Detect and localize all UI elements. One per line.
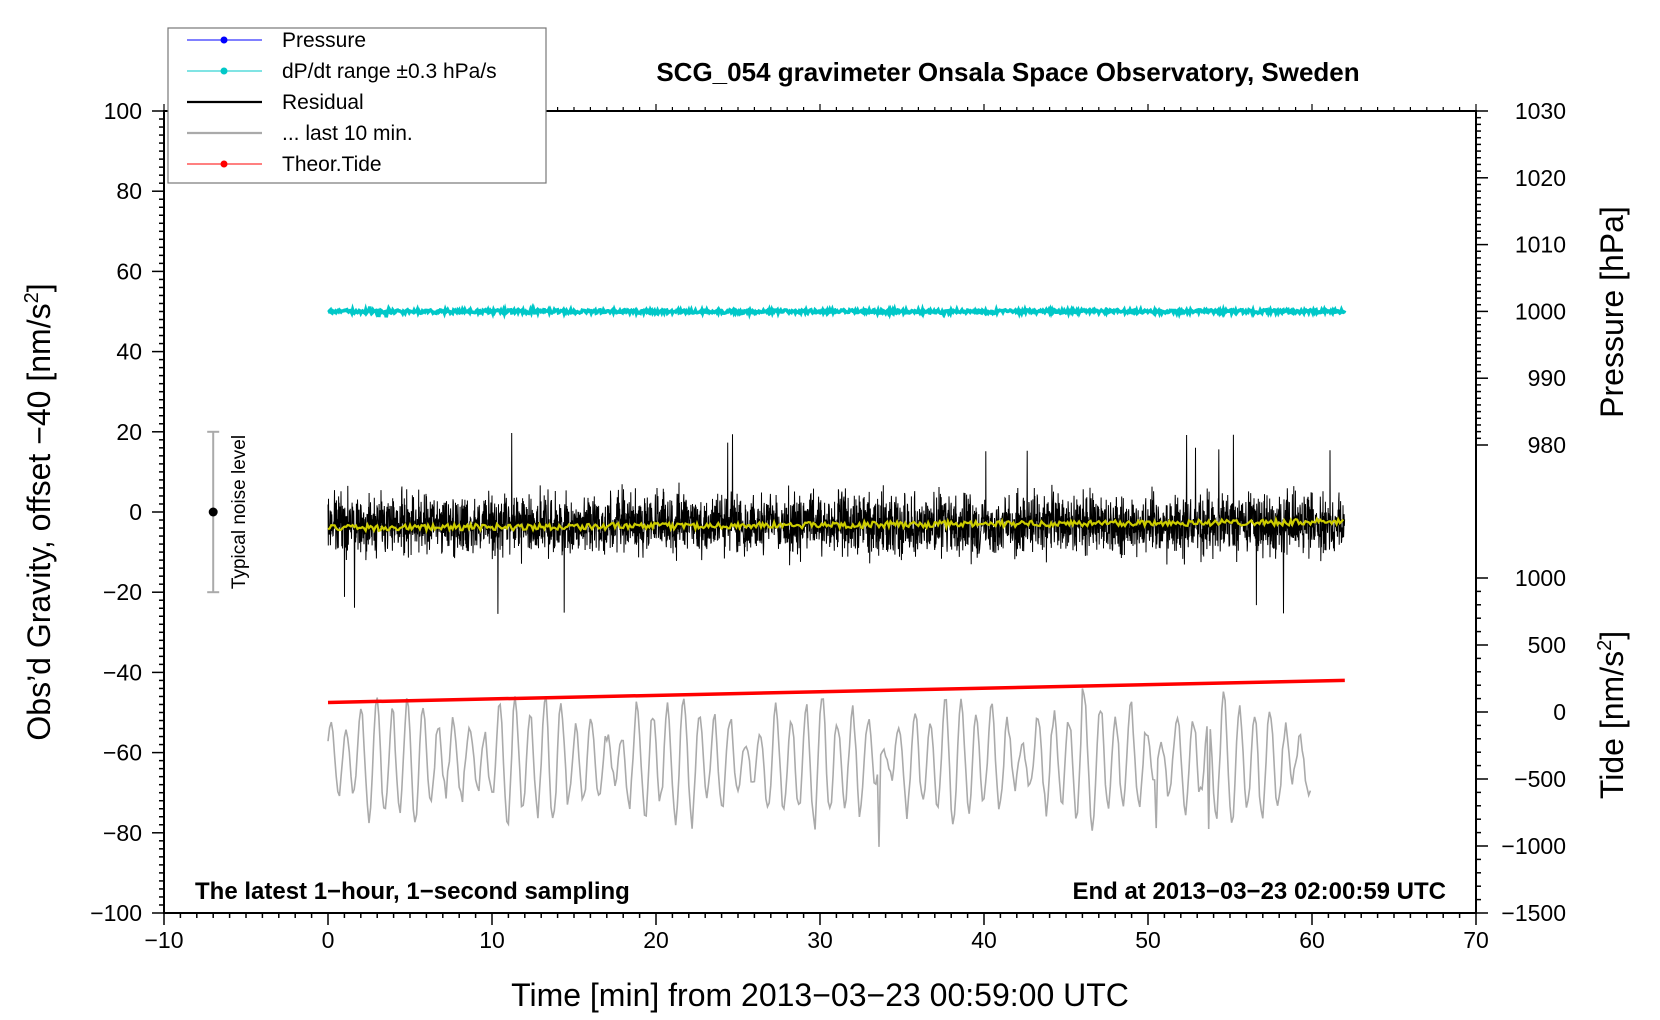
series-last-10-min-line xyxy=(327,688,1312,847)
tide-axis-title-tail: ] xyxy=(1594,631,1630,640)
tide-tick-label: −1000 xyxy=(1501,833,1566,859)
tide-axis-title: Tide [nm/s2] xyxy=(1594,631,1630,799)
noise-level-center-dot xyxy=(208,507,218,517)
y-axis-title-left: Obs’d Gravity, offset −40 [nm/s2] xyxy=(21,283,57,740)
tide-tick-label: −1500 xyxy=(1501,900,1566,926)
y-tick-label: 60 xyxy=(116,258,142,284)
y-tick-label: 0 xyxy=(129,499,142,525)
tide-tick-labels: 1000 500 0 −500 −1000 −1500 xyxy=(1501,565,1566,926)
pressure-axis-title: Pressure [hPa] xyxy=(1594,206,1630,418)
y-tick-label: −80 xyxy=(103,820,142,846)
pressure-tick-labels: 1030 1020 1010 1000 990 980 xyxy=(1515,98,1566,458)
y-tick-label: 80 xyxy=(116,178,142,204)
y-tick-label: −100 xyxy=(90,900,142,926)
legend-label: ... last 10 min. xyxy=(282,122,413,145)
y-axis-title-left-sup: 2 xyxy=(21,292,43,303)
y-axis-title-left-main: Obs’d Gravity, offset −40 [nm/s xyxy=(21,303,57,740)
pressure-tick-label: 1010 xyxy=(1515,232,1566,258)
smoothed-residual-line xyxy=(327,515,1345,535)
legend-label: Pressure xyxy=(282,29,366,52)
legend: Pressure dP/dt range ±0.3 hPa/s Residual..… xyxy=(167,27,547,184)
y-tick-label: 40 xyxy=(116,339,142,365)
y-tick-label: −20 xyxy=(103,579,142,605)
y-tick-label: 20 xyxy=(116,419,142,445)
pressure-tick-label: 980 xyxy=(1528,432,1566,458)
legend-entry: dP/dt range ±0.3 hPa/s xyxy=(187,60,497,83)
series-dpdt-line xyxy=(327,302,1347,320)
noise-level-indicator: Typical noise level xyxy=(207,430,250,594)
tide-tick-label: −500 xyxy=(1514,766,1566,792)
pressure-tick-label: 1000 xyxy=(1515,298,1566,324)
y-tick-label: −40 xyxy=(103,659,142,685)
pressure-tick-label: 990 xyxy=(1528,365,1566,391)
tide-axis-title-main: Tide [nm/s xyxy=(1594,651,1630,799)
x-tick-label: 60 xyxy=(1299,927,1325,953)
x-tick-labels: −10 0 10 20 30 40 50 60 70 xyxy=(144,927,1488,953)
y-tick-labels-left: 100 80 60 40 20 0 −20 −40 −60 −80 −100 xyxy=(90,98,142,926)
noise-level-label: Typical noise level xyxy=(229,435,250,589)
legend-box xyxy=(167,27,547,184)
annotation-sampling: The latest 1−hour, 1−second sampling xyxy=(195,878,630,905)
tide-tick-label: 500 xyxy=(1528,632,1566,658)
x-axis-title: Time [min] from 2013−03−23 00:59:00 UTC xyxy=(511,977,1129,1013)
legend-entry: Pressure xyxy=(187,29,366,52)
tide-axis-title-sup: 2 xyxy=(1594,640,1616,651)
x-tick-label: 30 xyxy=(807,927,833,953)
legend-label: dP/dt range ±0.3 hPa/s xyxy=(282,60,497,83)
pressure-tick-label: 1020 xyxy=(1515,165,1566,191)
y-axis-title-left-tail: ] xyxy=(21,283,57,292)
legend-entry: ... last 10 min. xyxy=(187,122,413,145)
legend-label: Residual xyxy=(282,91,364,114)
legend-entry: Theor.Tide xyxy=(187,153,382,176)
tide-tick-label: 0 xyxy=(1553,699,1566,725)
tide-tick-label: 1000 xyxy=(1515,565,1566,591)
legend-label: Theor.Tide xyxy=(282,153,382,176)
x-tick-label: −10 xyxy=(144,927,183,953)
legend-entries: Pressure dP/dt range ±0.3 hPa/s Residual..… xyxy=(187,29,497,176)
legend-entry: Residual xyxy=(187,91,364,114)
chart-title: SCG_054 gravimeter Onsala Space Observat… xyxy=(656,57,1359,87)
annotation-end-time: End at 2013−03−23 02:00:59 UTC xyxy=(1072,878,1446,905)
pressure-tick-label: 1030 xyxy=(1515,98,1566,124)
y-tick-label: −60 xyxy=(103,740,142,766)
series-theor-tide-line xyxy=(327,678,1345,705)
x-tick-label: 20 xyxy=(643,927,669,953)
x-tick-label: 40 xyxy=(971,927,997,953)
data-layer xyxy=(327,302,1347,847)
x-tick-label: 70 xyxy=(1463,927,1489,953)
series-residual-line xyxy=(327,432,1346,614)
x-tick-label: 10 xyxy=(479,927,505,953)
y-tick-label: 100 xyxy=(104,98,142,124)
legend-swatch-marker xyxy=(220,160,228,168)
x-tick-label: 50 xyxy=(1135,927,1161,953)
legend-swatch-marker xyxy=(220,67,228,75)
x-tick-label: 0 xyxy=(322,927,335,953)
legend-swatch-marker xyxy=(220,36,228,44)
